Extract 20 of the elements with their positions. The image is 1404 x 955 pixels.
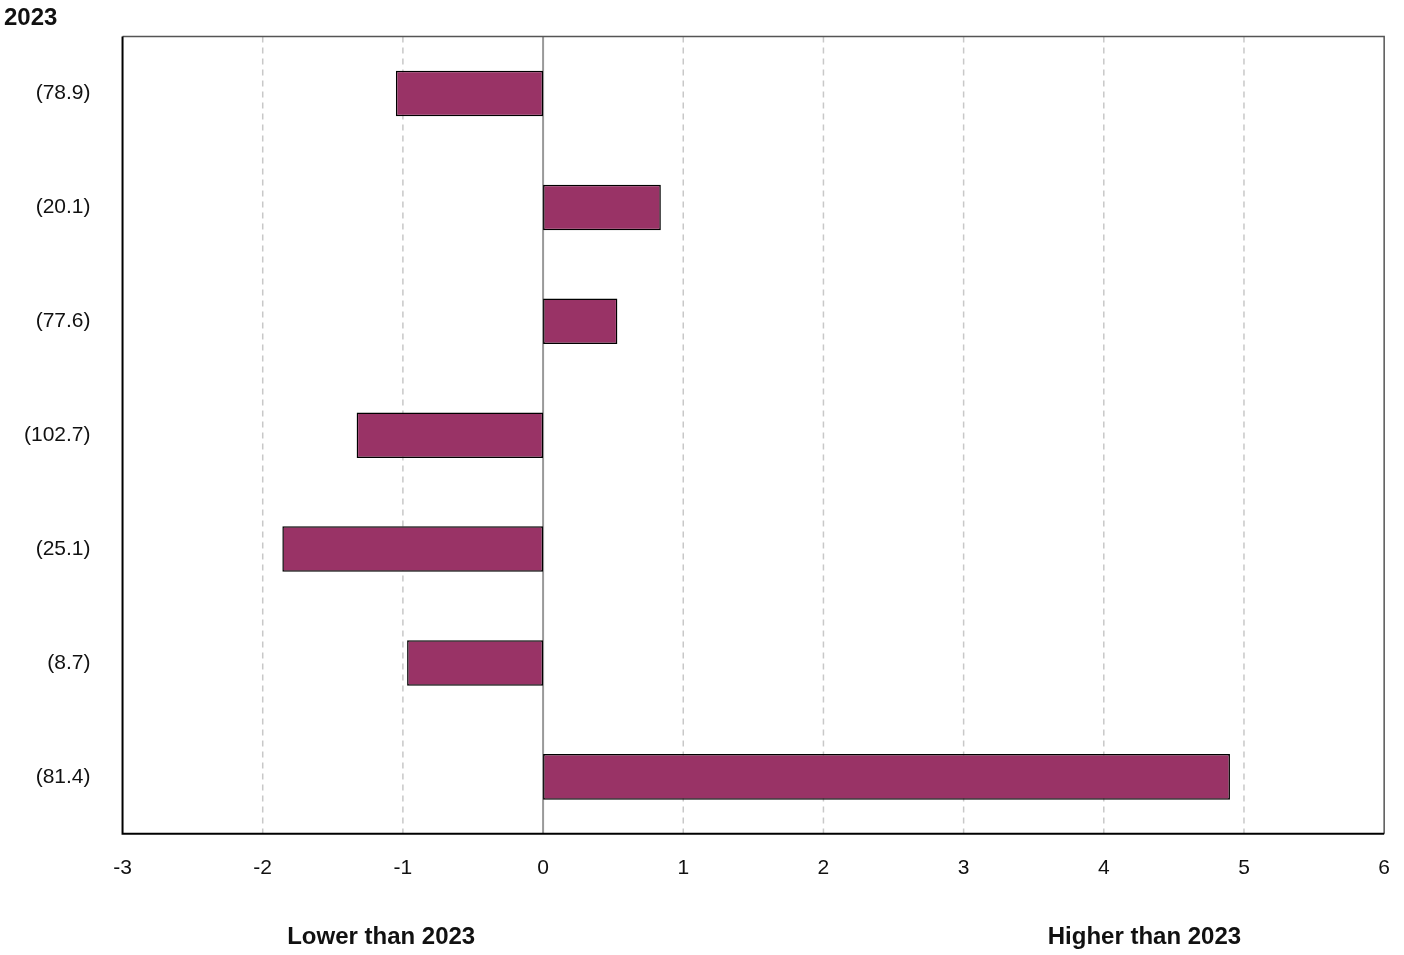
text: Higher than 2023 xyxy=(1047,921,1242,949)
y-tick-label: (25.1) xyxy=(35,535,91,559)
y-tick-label: (102.7) xyxy=(23,422,91,445)
x-tick-label: -3 xyxy=(113,855,132,879)
x-tick-label: 2 xyxy=(817,855,830,879)
y-axis-title: 2023 xyxy=(4,2,58,30)
y-tick-label: (8.7) xyxy=(47,649,91,673)
x-tick-label: 3 xyxy=(957,855,970,879)
x-tick-label: 1 xyxy=(677,855,690,879)
x-tick-label: 6 xyxy=(1378,855,1390,879)
y-tick-label: (20.1) xyxy=(35,194,91,218)
x-tick-label: 0 xyxy=(537,855,549,879)
x-tick-label: -2 xyxy=(253,855,273,879)
x-tick-label: -1 xyxy=(393,855,413,879)
x-tick-label: 4 xyxy=(1097,855,1110,879)
y-tick-label: (78.9) xyxy=(35,80,91,104)
y-tick-label: (77.6) xyxy=(35,308,91,332)
y-tick-label: (81.4) xyxy=(35,763,91,787)
x-tick-label: 5 xyxy=(1238,855,1250,879)
text: Lower than 2023 xyxy=(287,921,476,949)
